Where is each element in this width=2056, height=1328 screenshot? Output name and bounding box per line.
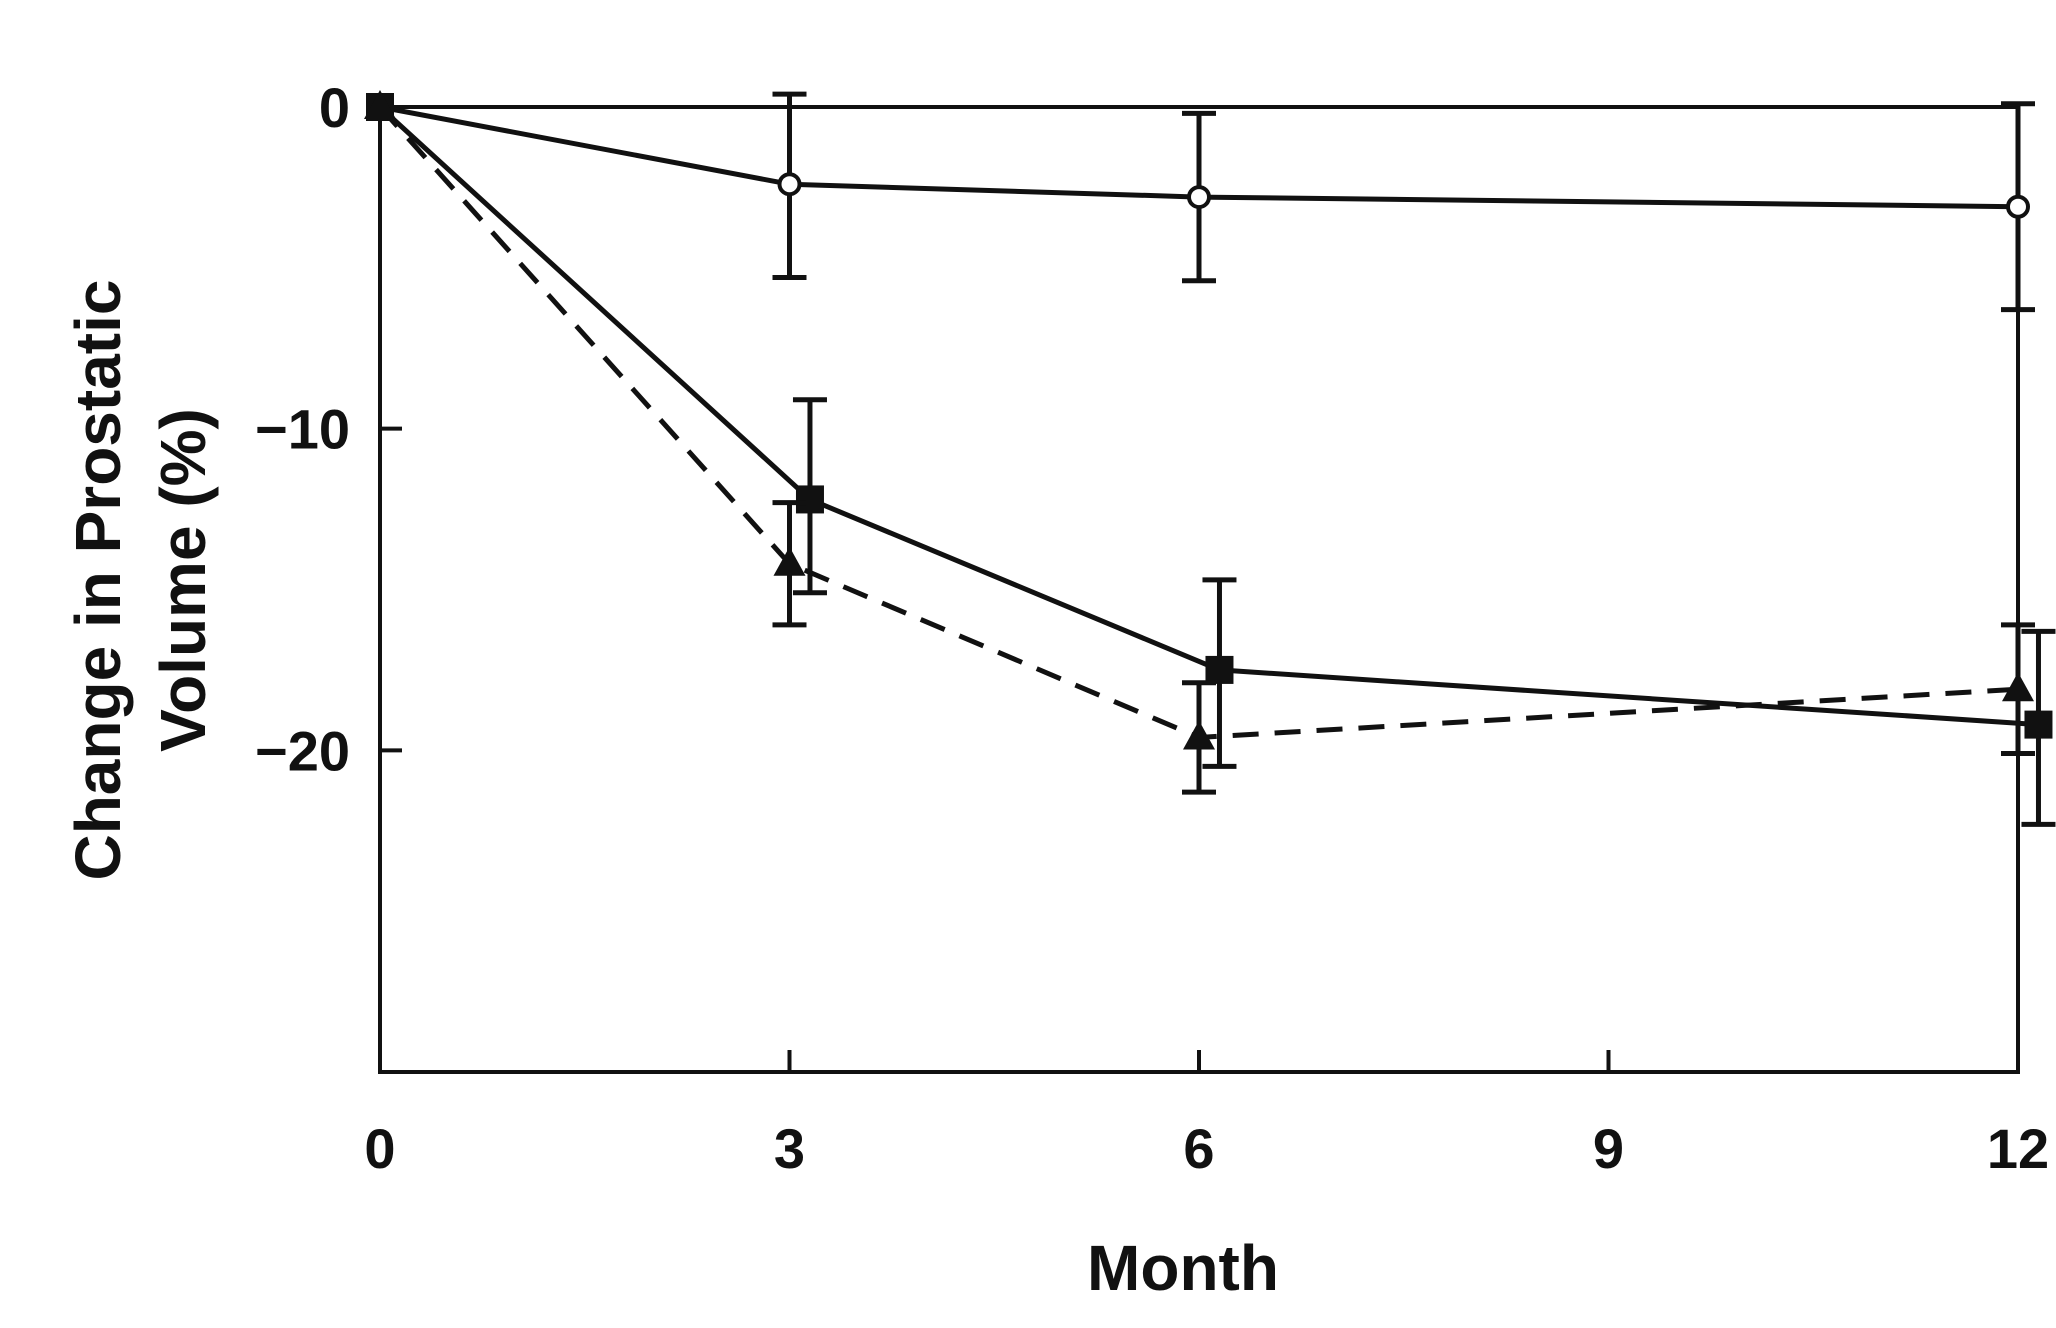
- data-point-triangle: [364, 90, 396, 119]
- data-point-square: [2024, 710, 2053, 739]
- x-tick-label: 6: [1183, 1117, 1214, 1180]
- data-point-triangle: [773, 546, 806, 576]
- y-axis-title-line-1: Change in Prostatic: [62, 280, 134, 881]
- series-open-circle: [368, 91, 2035, 313]
- x-tick-label: 3: [774, 1117, 805, 1180]
- y-tick-label: −10: [255, 398, 350, 461]
- data-point-square: [1205, 655, 1234, 684]
- axis-ticks: [378, 105, 2020, 1072]
- x-tick-label: 9: [1593, 1117, 1624, 1180]
- data-point-triangle: [1183, 720, 1215, 750]
- y-tick-label: −20: [255, 719, 350, 782]
- series-line: [378, 105, 2039, 728]
- data-point-circle: [1187, 185, 1211, 210]
- series-line: [378, 105, 2019, 740]
- y-tick-label: 0: [319, 76, 350, 139]
- label-layer: Month Change in Prostatic Volume (%) 0 3 6…: [62, 76, 2049, 1304]
- series-filled-triangle: [364, 90, 2035, 795]
- data-point-triangle: [2002, 672, 2034, 702]
- x-tick-label: 0: [364, 1117, 395, 1180]
- data-point-circle: [777, 172, 802, 197]
- series-line: [379, 104, 2019, 210]
- series-filled-square: [366, 93, 2056, 827]
- x-axis-title: Month: [1087, 1232, 1279, 1304]
- y-axis-title-line-2: Volume (%): [147, 408, 219, 752]
- data-point-circle: [2006, 194, 2030, 219]
- x-tick-label: 12: [1987, 1117, 2049, 1180]
- series-layer: [364, 90, 2056, 827]
- data-point-square: [795, 485, 824, 514]
